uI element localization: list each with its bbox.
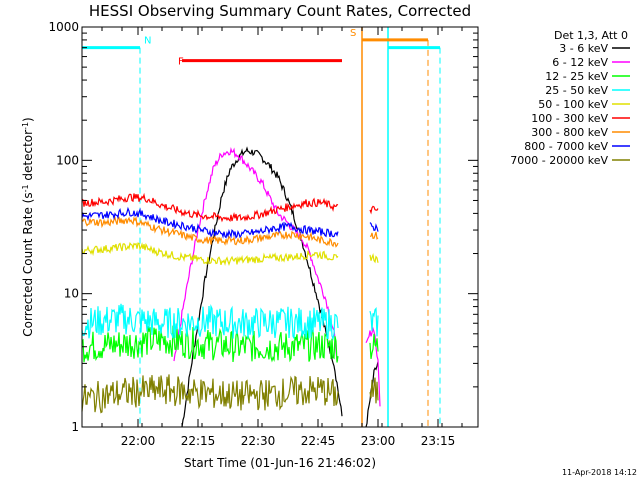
plot-area: N F S — [81, 27, 441, 428]
annotation-F: F — [178, 57, 184, 68]
legend-item-label: 6 - 12 keV — [552, 56, 608, 69]
series-line-8 — [81, 374, 339, 414]
series-line-4 — [369, 253, 379, 264]
legend-item-label: 25 - 50 keV — [545, 84, 608, 97]
series-line-5 — [81, 192, 339, 223]
legend-item-label: 7000 - 20000 keV — [510, 154, 608, 167]
y-tick-label: 100 — [56, 153, 79, 167]
x-tick-label: 22:45 — [301, 434, 336, 448]
series-line-3 — [369, 307, 379, 337]
series-line-7 — [81, 206, 339, 240]
series-line-8 — [369, 377, 379, 404]
series-line-1 — [365, 326, 381, 407]
legend-item-label: 300 - 800 keV — [531, 126, 608, 139]
y-tick-label: 1 — [71, 420, 79, 434]
x-tick-label: 23:00 — [361, 434, 396, 448]
x-tick-label: 22:30 — [241, 434, 276, 448]
y-tick-label: 10 — [64, 287, 79, 301]
series-line-2 — [369, 333, 379, 359]
x-tick-label: 22:15 — [181, 434, 216, 448]
annotation-N: N — [144, 36, 151, 47]
series-line-1 — [173, 147, 339, 362]
x-tick-label: 22:00 — [121, 434, 156, 448]
y-tick-label: 1000 — [48, 20, 79, 34]
legend-item-label: 3 - 6 keV — [559, 42, 608, 55]
legend-item-label: 12 - 25 keV — [545, 70, 608, 83]
plot-frame — [81, 26, 479, 428]
series-line-7 — [369, 222, 379, 232]
chart-title: HESSI Observing Summary Count Rates, Cor… — [89, 2, 471, 20]
legend-header: Det 1,3, Att 0 — [554, 29, 628, 42]
legend-item-label: 50 - 100 keV — [538, 98, 608, 111]
y-axis: 1 10 100 1000 — [48, 20, 478, 434]
x-axis-label: Start Time (01-Jun-16 21:46:02) — [184, 456, 376, 470]
legend-item-label: 100 - 300 keV — [531, 112, 608, 125]
series-line-5 — [369, 205, 379, 215]
series-line-4 — [81, 241, 339, 267]
legend-item-label: 800 - 7000 keV — [524, 140, 608, 153]
annotation-S: S — [350, 28, 356, 39]
series-line-3 — [81, 303, 339, 341]
x-axis: 22:00 22:15 22:30 22:45 23:00 23:15 — [81, 27, 463, 448]
x-tick-label: 23:15 — [421, 434, 456, 448]
series-line-2 — [81, 325, 339, 363]
y-axis-label: Corrected Count Rate (s-1 detector-1) — [21, 117, 35, 336]
series-line-6 — [369, 231, 379, 240]
series-line-6 — [81, 215, 339, 248]
footer-timestamp: 11-Apr-2018 14:12 — [562, 468, 637, 477]
